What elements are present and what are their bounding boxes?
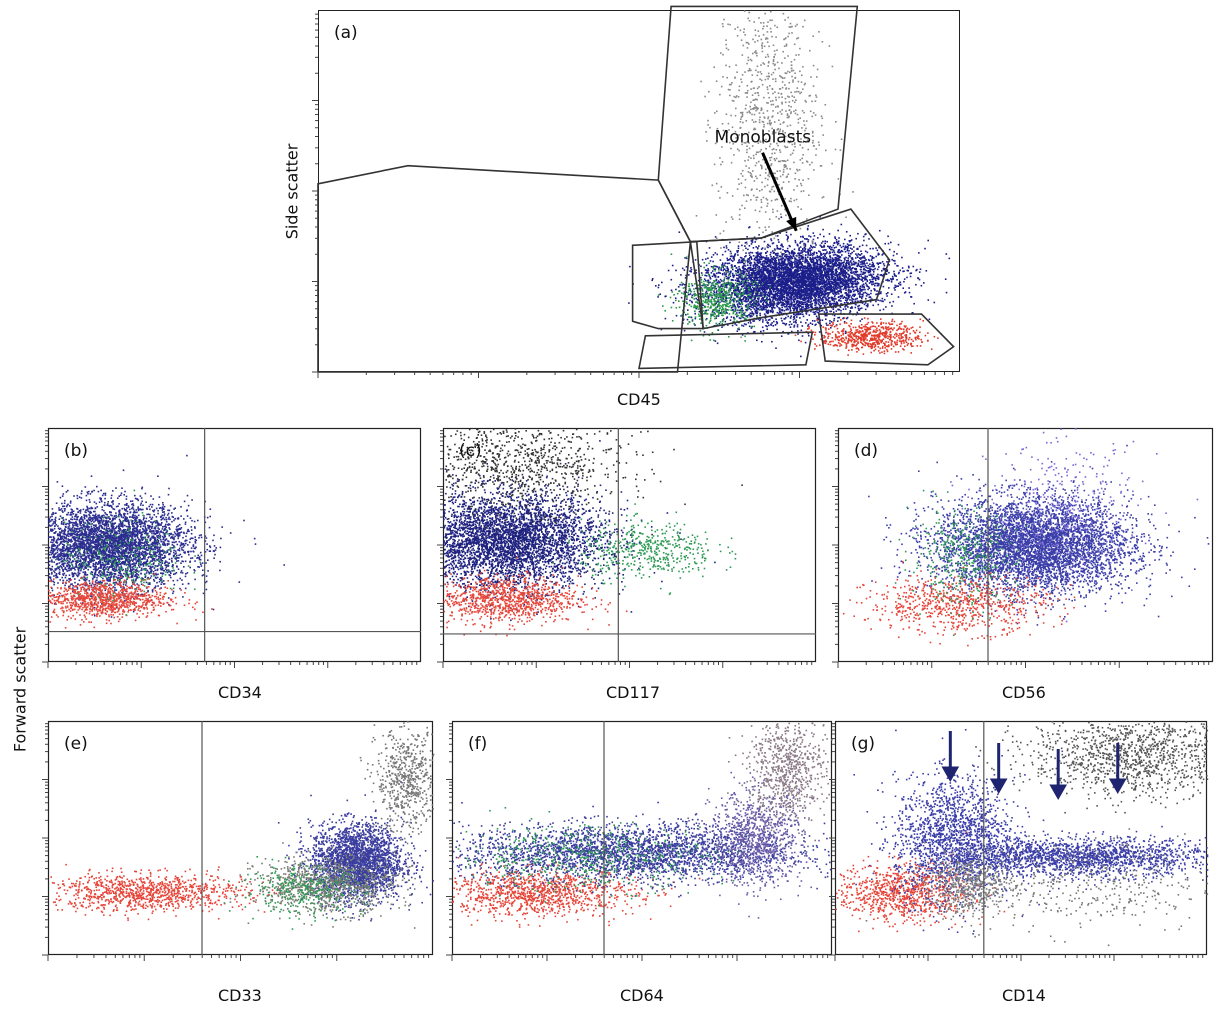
scatter-plot-g: (g)	[829, 720, 1209, 961]
axis-ticks	[437, 430, 813, 668]
gate-2	[689, 208, 891, 330]
plot-frame	[442, 427, 817, 663]
event-series-2	[55, 489, 202, 616]
events-layer	[628, 10, 951, 358]
axis-ticks	[829, 723, 1204, 961]
scatter-plot-a: (a) Monoblasts	[312, 5, 960, 378]
xlabel-cd14: CD14	[1002, 986, 1046, 1005]
events-layer	[48, 454, 285, 629]
event-series-3	[899, 848, 1032, 928]
axis-ticks	[42, 430, 418, 668]
event-series-0	[50, 863, 326, 921]
event-series-4	[359, 721, 435, 869]
panel-label: (a)	[334, 23, 358, 43]
events-layer	[835, 721, 1209, 947]
monoblasts-arrow	[761, 152, 798, 232]
event-series-2	[879, 825, 1209, 890]
marker-arrow-3	[1108, 743, 1127, 795]
marker-arrow-1	[989, 743, 1008, 795]
event-series-1	[443, 556, 628, 637]
gate-4	[817, 313, 955, 366]
marker-arrow-2	[1049, 749, 1068, 801]
event-series-3	[443, 428, 743, 536]
forward-scatter-axis-label: Forward scatter	[11, 620, 30, 760]
panel-label: (f)	[468, 734, 487, 754]
event-series-3	[223, 856, 369, 930]
panel-label: (b)	[64, 441, 88, 461]
monoblasts-annotation: Monoblasts	[715, 128, 812, 148]
panel-g: (g)	[829, 720, 1209, 961]
axis-ticks	[312, 13, 954, 378]
panel-b: (b)	[42, 427, 422, 668]
scatter-plot-e: (e)	[42, 720, 435, 961]
scatter-plot-d: (d)	[832, 427, 1214, 668]
event-series-4	[975, 721, 1209, 814]
panel-f: (f)	[446, 720, 833, 961]
panel-label: (d)	[854, 441, 878, 461]
scatter-plot-c: (c)	[437, 427, 817, 668]
plot-frame	[47, 720, 434, 956]
xlabel-cd34: CD34	[218, 683, 262, 702]
event-series-2	[549, 503, 737, 596]
event-series-3	[950, 428, 1199, 623]
monoblasts-arrowhead	[786, 216, 797, 231]
events-layer	[50, 721, 435, 930]
axis-ticks	[42, 723, 430, 961]
event-series-5	[865, 828, 1209, 947]
axis-ticks	[832, 430, 1210, 668]
event-series-1	[842, 560, 1076, 647]
event-series-2	[894, 489, 1027, 636]
panel-label: (g)	[851, 734, 875, 754]
marker-arrow-0	[941, 731, 960, 783]
panel-e: (e)	[42, 720, 435, 961]
event-series-2	[794, 317, 943, 356]
plot-frame	[837, 427, 1214, 663]
event-series-0	[868, 444, 1210, 626]
event-series-1	[48, 573, 213, 629]
xlabel-cd64: CD64	[620, 986, 664, 1005]
side-scatter-axis-label: Side scatter	[283, 132, 302, 252]
plot-frame	[318, 10, 960, 372]
event-series-0	[443, 440, 716, 622]
xlabel-cd117: CD117	[606, 683, 660, 702]
panel-a: (a) Monoblasts	[312, 5, 960, 378]
xlabel-cd33: CD33	[218, 986, 262, 1005]
gate-3	[631, 240, 705, 330]
plot-frame	[834, 720, 1208, 956]
event-series-3	[687, 760, 820, 919]
axis-ticks	[446, 723, 829, 961]
panel-d: (d)	[832, 427, 1214, 668]
event-series-4	[727, 722, 833, 846]
scatter-plot-f: (f)	[446, 720, 833, 961]
panel-c: (c)	[437, 427, 817, 668]
xlabel-cd56: CD56	[1002, 683, 1046, 702]
gate-5	[638, 331, 814, 370]
xlabel-cd45: CD45	[617, 390, 661, 409]
scatter-plot-b: (b)	[42, 427, 422, 668]
panel-label: (e)	[64, 734, 88, 754]
panel-label: (c)	[459, 441, 482, 461]
event-series-1	[657, 237, 771, 342]
events-layer	[842, 428, 1210, 647]
events-layer	[443, 428, 743, 637]
event-series-3	[682, 10, 854, 339]
